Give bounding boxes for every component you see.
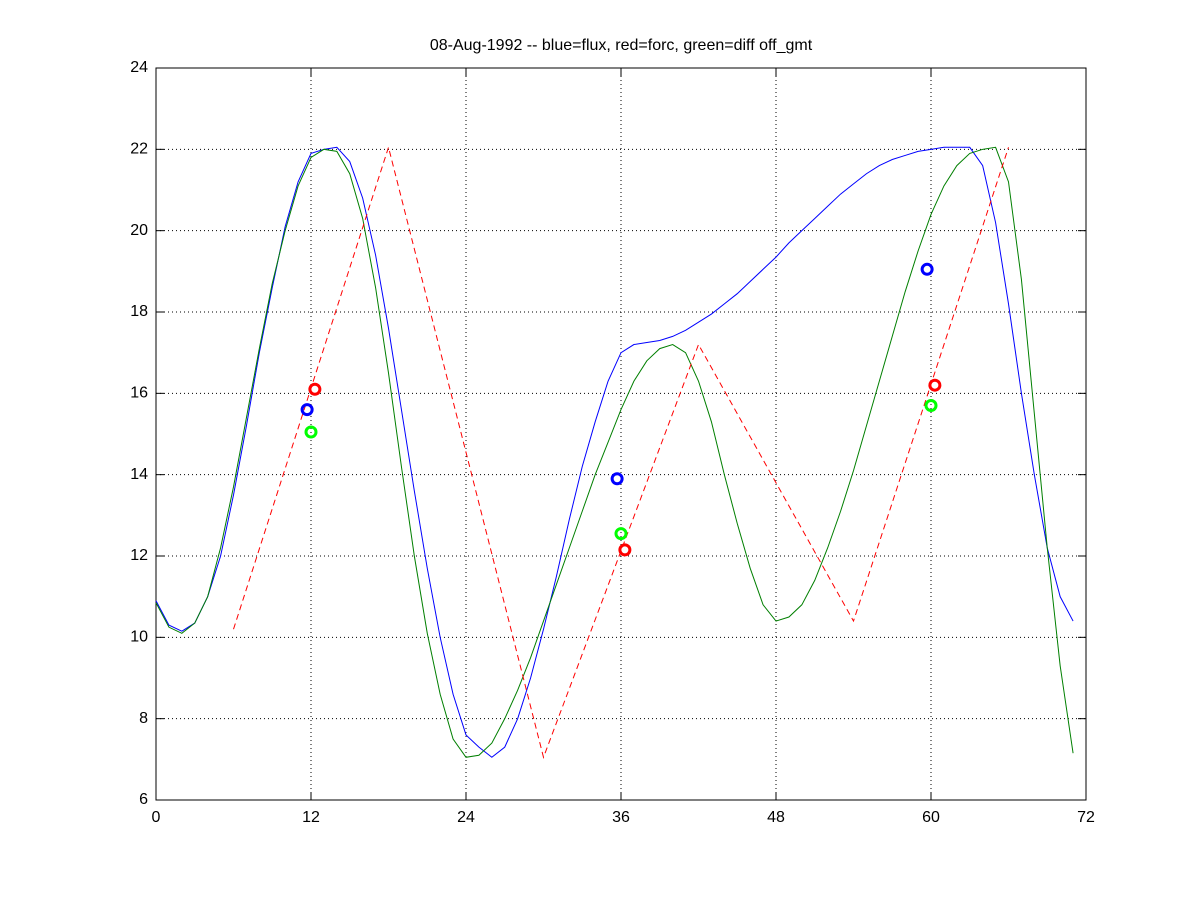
marker [924,399,938,413]
x-tick-label: 24 [457,809,475,826]
marker [614,527,628,541]
y-tick-label: 8 [139,710,148,727]
chart-title: 08-Aug-1992 -- blue=flux, red=forc, gree… [430,37,813,54]
series-line [155,146,1074,758]
y-tick-label: 12 [130,547,148,564]
y-tick-label: 14 [130,466,148,483]
y-tick-label: 24 [130,59,148,76]
x-tick-label: 12 [302,809,320,826]
x-tick-label: 0 [152,809,161,826]
y-tick-label: 22 [130,141,148,158]
marker [304,425,318,439]
y-tick-label: 16 [130,385,148,402]
x-tick-label: 36 [612,809,630,826]
x-tick-label: 48 [767,809,785,826]
series-line [155,146,1074,758]
y-tick-label: 6 [139,791,148,808]
marker [610,472,624,486]
y-tick-label: 20 [130,222,148,239]
marker [300,403,314,417]
marker [618,543,632,557]
plot-frame [155,67,1087,801]
marker [920,262,934,276]
series-line [233,145,1009,759]
y-tick-label: 18 [130,303,148,320]
y-tick-label: 10 [130,629,148,646]
x-tick-label: 72 [1077,809,1095,826]
marker [308,382,322,396]
marker [928,378,942,392]
x-tick-label: 60 [922,809,940,826]
